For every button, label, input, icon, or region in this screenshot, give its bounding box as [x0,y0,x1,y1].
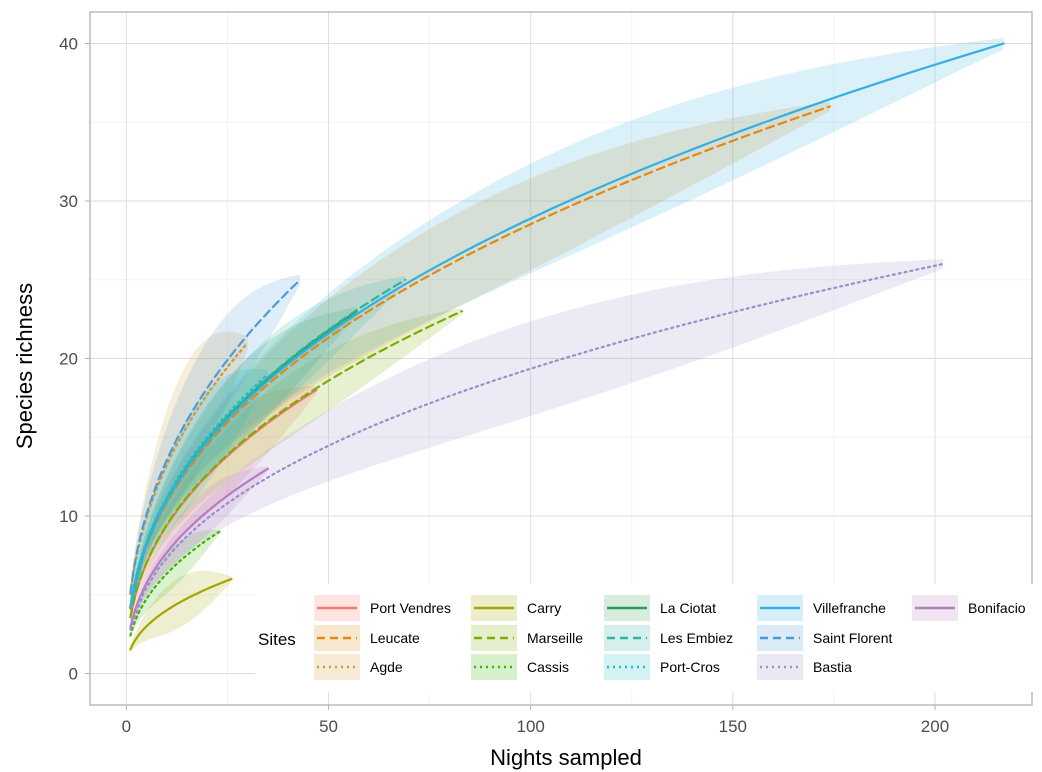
confidence-bands [130,37,1004,654]
x-axis-title: Nights sampled [490,745,642,770]
y-tick-label: 10 [59,507,78,526]
y-axis-ticks: 0 10 20 30 40 [59,35,90,684]
x-tick-label: 100 [516,717,544,736]
band-carry [130,570,232,654]
band-les-embiez [130,275,406,613]
rarefaction-curves [129,42,1005,651]
line-agde [129,341,249,596]
legend-label-les-embiez: Les Embiez [660,630,733,646]
legend-label-la-ciotat: La Ciotat [660,600,716,616]
legend-background [255,584,1040,692]
band-la-ciotat [130,307,357,614]
band-leucate [130,101,830,616]
line-villefranche [129,42,1005,609]
line-bastia [129,262,945,631]
band-port-vendres [130,386,317,624]
band-saint-florent [130,275,301,600]
line-bonifacio [129,467,269,629]
legend-label-villefranche: Villefranche [813,600,886,616]
x-tick-label: 50 [319,717,338,736]
y-tick-label: 30 [59,192,78,211]
line-leucate [129,105,832,610]
band-marseille [130,308,462,622]
legend-label-port-cros: Port-Cros [660,659,720,675]
band-bonifacio [130,466,268,631]
line-saint-florent [129,278,302,594]
legend-label-bastia: Bastia [813,659,852,675]
legend-label-port-vendres: Port Vendres [370,600,451,616]
band-agde [130,331,248,604]
legend-label-leucate: Leucate [370,630,420,646]
band-port-cros [130,368,268,614]
legend-items: Port Vendres Leucate Agde Carry Marseille Cas… [314,595,1026,680]
legend: Sites Port Vendres Leucate Agde Carry Marsei… [255,584,1040,692]
legend-label-carry: Carry [527,600,561,616]
line-cassis [129,530,221,637]
y-tick-label: 40 [59,35,78,54]
legend-title: Sites [258,630,296,649]
band-villefranche [130,37,1004,616]
y-axis-title: Species richness [12,283,37,449]
line-marseille [129,310,463,619]
x-axis-ticks: 0 50 100 150 200 [122,705,949,736]
legend-label-marseille: Marseille [527,630,583,646]
band-cassis [130,529,220,639]
x-tick-label: 150 [719,717,747,736]
y-tick-label: 20 [59,350,78,369]
legend-label-agde: Agde [370,659,403,675]
legend-label-saint-florent: Saint Florent [813,630,892,646]
line-carry [129,577,233,651]
line-port-cros [129,373,269,608]
x-tick-label: 200 [921,717,949,736]
band-bastia [130,259,944,637]
legend-label-cassis: Cassis [527,659,569,675]
y-tick-label: 0 [69,665,78,684]
legend-label-bonifacio: Bonifacio [968,600,1026,616]
x-tick-label: 0 [122,717,131,736]
